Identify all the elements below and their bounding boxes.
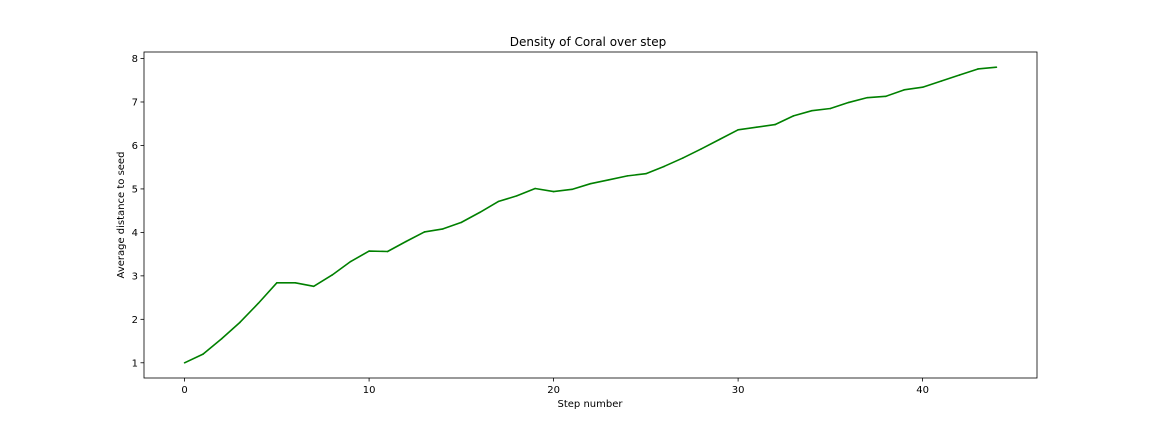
data-point [220,338,223,340]
data-point [608,178,610,181]
data-point [294,282,297,284]
y-tick-label: 5 [132,184,138,195]
data-point [903,89,905,91]
x-tick-label: 30 [732,385,745,396]
x-tick-label: 20 [547,385,560,396]
data-point [977,68,979,70]
x-tick-label: 0 [181,385,187,396]
data-point [257,302,260,305]
y-tick-label: 3 [132,271,138,282]
y-axis-label: Average distance to seed [116,152,127,279]
y-tick-label: 2 [132,315,138,326]
data-point [589,182,592,185]
data-point [368,250,370,252]
y-tick-label: 7 [132,97,138,108]
data-point [700,148,702,150]
data-point [626,175,629,177]
data-point [497,200,500,203]
data-point [774,123,776,126]
data-point [534,187,536,190]
x-tick-label: 10 [363,385,376,396]
data-point [202,353,204,355]
data-point [552,190,555,193]
data-point [940,80,942,82]
data-point [515,195,518,197]
y-tick-label: 6 [132,141,138,152]
data-point [276,282,278,284]
chart-title: Density of Coral over step [510,35,667,49]
data-point [921,86,924,89]
data-point [312,285,315,288]
data-point [663,165,666,168]
data-point [848,101,850,104]
data-point [331,274,333,276]
data-point [737,129,739,131]
y-tick-label: 1 [132,358,138,369]
series-line-0 [184,66,997,364]
data-point [645,172,647,175]
data-point [571,188,573,191]
data-point [718,138,721,141]
data-point [792,115,795,117]
plot-frame [143,51,1038,379]
data-point [479,211,481,214]
data-point [866,96,869,99]
data-point [423,231,426,233]
plot-area: 0 10 20 30 40 1 2 3 4 5 6 7 8 [132,51,1038,396]
data-point [405,240,407,243]
data-point [829,107,832,110]
data-point [681,157,684,159]
data-point [884,95,887,98]
data-point [386,250,389,253]
data-point [460,221,463,224]
y-tick-label: 4 [132,228,138,239]
data-point [349,260,352,263]
x-axis-label: Step number [558,399,624,410]
data-point [958,74,961,76]
data-point [995,66,998,69]
data-point [755,126,758,128]
x-tick-label: 40 [916,385,929,396]
data-point [442,228,444,230]
data-point [239,321,241,324]
data-point [811,109,813,112]
y-tick-label: 8 [132,54,138,65]
data-point [183,361,186,364]
